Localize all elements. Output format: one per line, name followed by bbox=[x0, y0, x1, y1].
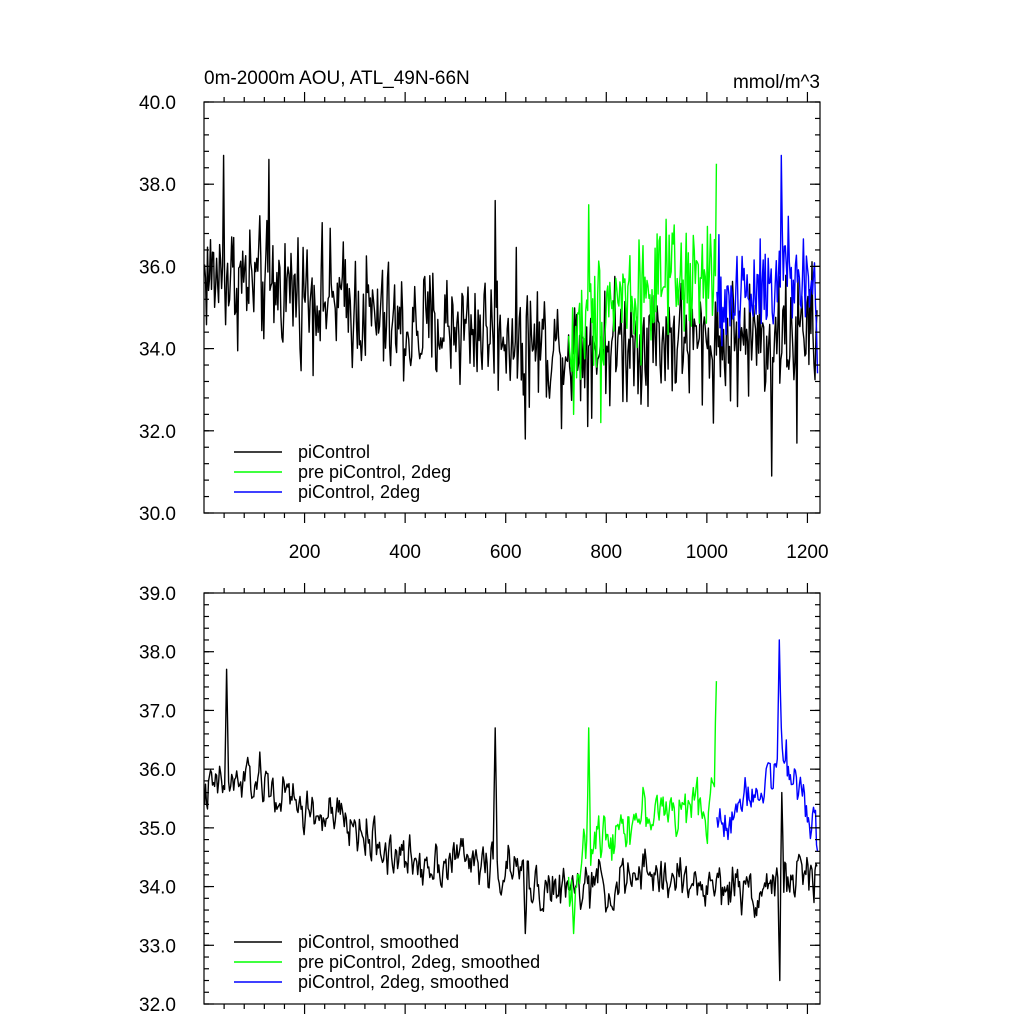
chart-title: 0m-2000m AOU, ATL_49N-66N bbox=[204, 68, 470, 89]
top-plot-frame bbox=[203, 101, 821, 514]
legend-label: pre piControl, 2deg bbox=[298, 462, 451, 482]
top-panel: 0m-2000m AOU, ATL_49N-66N mmol/m^3 30.03… bbox=[139, 68, 829, 563]
x-tick-label: 800 bbox=[590, 542, 622, 563]
series-line-picontrol-2deg bbox=[716, 154, 819, 374]
bottom-panel: 32.0 33.0 34.0 35.0 36.0 37.0 38.0 39.0 piContr… bbox=[139, 583, 821, 1016]
top-series-group bbox=[203, 154, 819, 477]
series-line-picontrol bbox=[203, 154, 818, 477]
bottom-plot-frame bbox=[203, 592, 821, 1005]
top-ticks-group: 30.0 32.0 34.0 36.0 38.0 40.0 200 400 600 800 1000… bbox=[139, 92, 829, 563]
y-tick-label: 32.0 bbox=[139, 422, 176, 443]
bottom-series-group bbox=[203, 639, 819, 982]
x-tick-label: 1200 bbox=[786, 542, 828, 563]
x-tick-label: 1000 bbox=[686, 542, 728, 563]
y-tick-label: 36.0 bbox=[139, 257, 176, 278]
y-tick-label: 33.0 bbox=[139, 936, 176, 957]
units-label: mmol/m^3 bbox=[733, 72, 820, 93]
series-line-picontrol-smoothed bbox=[203, 668, 818, 982]
y-tick-label: 40.0 bbox=[139, 93, 176, 114]
y-tick-label: 37.0 bbox=[139, 701, 176, 722]
y-tick-label: 36.0 bbox=[139, 760, 176, 781]
y-tick-label: 38.0 bbox=[139, 643, 176, 664]
y-tick-label: 32.0 bbox=[139, 995, 176, 1016]
y-tick-label: 34.0 bbox=[139, 878, 176, 899]
y-tick-label: 34.0 bbox=[139, 340, 176, 361]
legend-label: pre piControl, 2deg, smoothed bbox=[298, 952, 540, 972]
x-tick-label: 200 bbox=[289, 542, 321, 563]
series-line-pre-picontrol-2deg-smoothed bbox=[567, 681, 718, 935]
y-tick-label: 30.0 bbox=[139, 504, 176, 525]
legend-label: piControl bbox=[298, 442, 370, 462]
legend-label: piControl, smoothed bbox=[298, 932, 459, 952]
legend-label: piControl, 2deg bbox=[298, 482, 420, 502]
series-line-picontrol-2deg-smoothed bbox=[716, 639, 819, 852]
y-tick-label: 39.0 bbox=[139, 584, 176, 605]
legend-label: piControl, 2deg, smoothed bbox=[298, 972, 509, 992]
y-tick-label: 38.0 bbox=[139, 175, 176, 196]
y-tick-label: 35.0 bbox=[139, 819, 176, 840]
series-line-pre-picontrol-2deg bbox=[567, 163, 718, 424]
x-tick-label: 400 bbox=[389, 542, 421, 563]
x-tick-label: 600 bbox=[490, 542, 522, 563]
